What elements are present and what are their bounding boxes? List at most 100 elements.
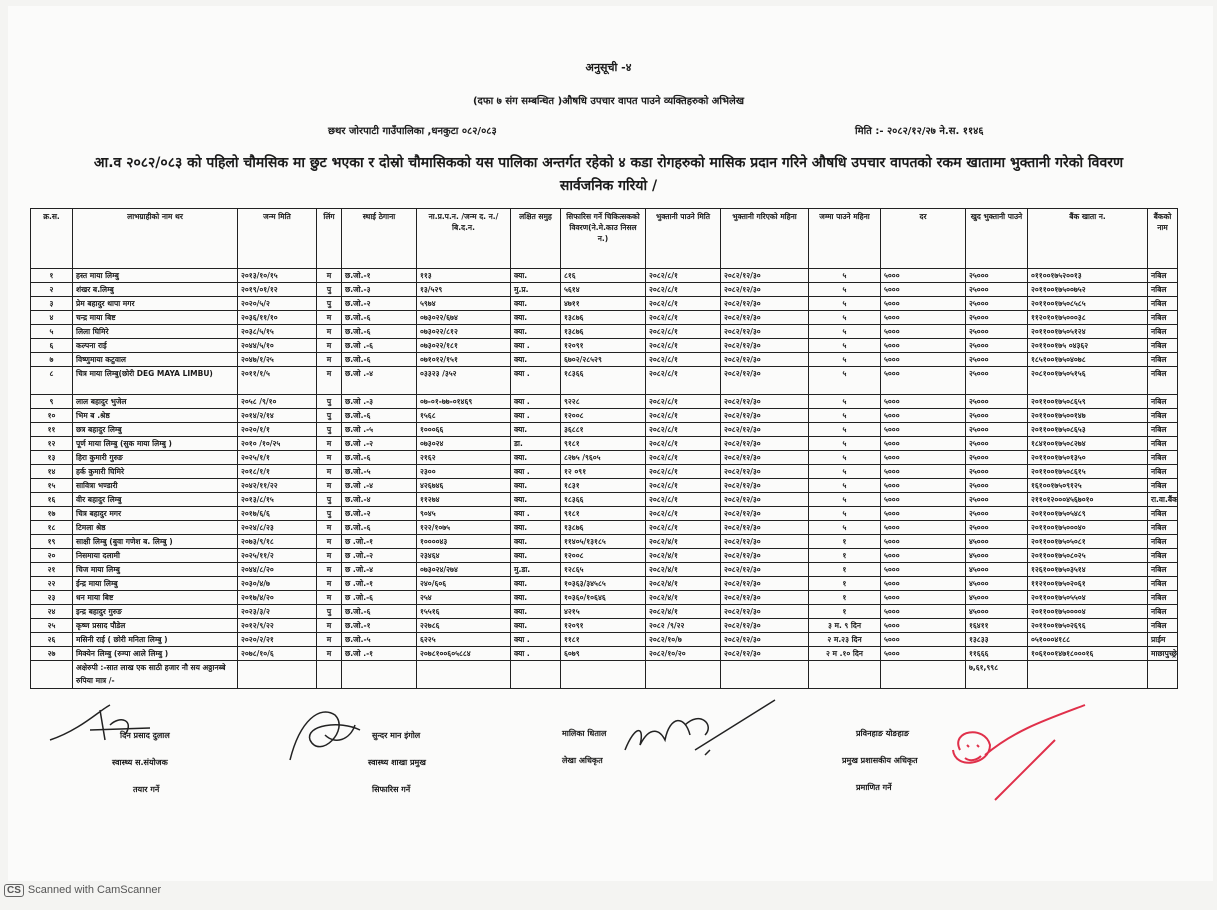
cell-name: टिमला श्रेष्ठ: [72, 520, 238, 535]
cell-net-payment: २५०००: [965, 282, 1028, 297]
cell-bank-name: नबिल: [1147, 422, 1178, 437]
cell-rate: ५०००: [880, 590, 966, 605]
empty-cell: [30, 660, 73, 689]
cell-address: छ .जो.-२: [341, 548, 417, 563]
cell-id-number: १०००६६: [416, 422, 511, 437]
cell-bank-name: माछापुच्छ्रे: [1147, 646, 1178, 661]
cell-name: हिरा कुमारी गुरुङ: [72, 450, 238, 465]
cell-name: कृष्ण प्रसाद पौडेल: [72, 618, 238, 633]
cell-id-number: १२२/१०७५: [416, 520, 511, 535]
cell-target-group: क्या .: [510, 506, 561, 521]
cell-recommending-doctor: ६७०२/२८५२९: [560, 352, 646, 367]
cell-bank-name: नबिल: [1147, 324, 1178, 339]
cell-total-months: २ म.२३ दिन: [808, 632, 881, 647]
table-row: २० निसमाया दलामी २०२५/११/२ म छ .जो.-२ २३४६४ क्…: [30, 548, 1178, 563]
cell-rate: ५०००: [880, 282, 966, 297]
cell-address: छ.जो.-४: [341, 492, 417, 507]
cell-bank-account: २०११००१७५०८०२५: [1027, 548, 1148, 563]
cell-recommending-doctor: १०३६३/३४५८५: [560, 576, 646, 591]
cell-name: मिक्येन लिम्बु (रुम्पा आले लिम्बु ): [72, 646, 238, 661]
cell-payment-date: २०८२/८/१: [645, 268, 721, 283]
cell-gender: पु: [316, 492, 342, 507]
cell-id-number: २२७८६: [416, 618, 511, 633]
cell-recommending-doctor: ९१८१: [560, 506, 646, 521]
cell-bank-account: २०११००१७५००००४: [1027, 604, 1148, 619]
cell-rate: ५०००: [880, 436, 966, 451]
cell-bank-name: नबिल: [1147, 520, 1178, 535]
cell-target-group: क्या .: [510, 408, 561, 423]
cell-net-payment: ४५०००: [965, 562, 1028, 577]
cell-bank-name: प्राईम: [1147, 632, 1178, 647]
total-row: अक्षेरुपी :-सात लाख एक साठी हजार नौ सय अ…: [30, 660, 1178, 689]
beneficiary-table: क्र.स. लाभग्राहीको नाम थर जन्म मिति लिंग स्थ…: [30, 208, 1178, 689]
cell-bank-name: नबिल: [1147, 450, 1178, 465]
cell-paid-month: २०८२/१२/३०: [720, 408, 809, 423]
cell-gender: पु: [316, 506, 342, 521]
cell-dob: २०३६/११/१०: [237, 310, 317, 325]
cell-name: छत्र बहादुर लिम्बु: [72, 422, 238, 437]
cell-sn: १७: [30, 506, 73, 521]
cell-recommending-doctor: १८३६६: [560, 492, 646, 507]
table-row: ३ प्रेम बहादुर थापा मगर २०२०/५/२ पु छ.जो.-२ ५…: [30, 296, 1178, 311]
cell-sn: ५: [30, 324, 73, 339]
cell-target-group: क्या.: [510, 450, 561, 465]
cell-paid-month: २०८२/१२/३०: [720, 422, 809, 437]
cell-dob: २०११/१/५: [237, 366, 317, 395]
cell-name: भिम ब .श्रेष्ठ: [72, 408, 238, 423]
cell-gender: म: [316, 324, 342, 339]
cell-net-payment: २५०००: [965, 296, 1028, 311]
empty-cell: [880, 660, 966, 689]
cell-address: छ.जो.-२: [341, 296, 417, 311]
cell-name: विष्णुमाया कटुवाल: [72, 352, 238, 367]
cell-target-group: क्या .: [510, 338, 561, 353]
cell-payment-date: २०८२/८/१: [645, 324, 721, 339]
cell-total-months: ५: [808, 464, 881, 479]
cell-bank-account: २०११००१७५०५०८१: [1027, 534, 1148, 549]
cell-bank-account: ११२०१०१७५०००३८: [1027, 310, 1148, 325]
cell-bank-name: नबिल: [1147, 562, 1178, 577]
cell-recommending-doctor: १२००८: [560, 408, 646, 423]
cell-net-payment: २५०००: [965, 352, 1028, 367]
cell-dob: २०५८ /९/१०: [237, 394, 317, 409]
cell-net-payment: १६४११: [965, 618, 1028, 633]
cell-bank-name: नबिल: [1147, 296, 1178, 311]
cell-total-months: ५: [808, 338, 881, 353]
header-net-payment: खुद भुक्तानी पाउने: [965, 208, 1028, 269]
cell-payment-date: २०८२/८/१: [645, 408, 721, 423]
cell-net-payment: २५०००: [965, 492, 1028, 507]
cell-address: छ .जो.-१: [341, 576, 417, 591]
table-row: ८ चित्र माया लिम्बु(छोरी DEG MAYA LIMBU) २…: [30, 366, 1178, 395]
cell-net-payment: २५०००: [965, 324, 1028, 339]
cell-paid-month: २०८२/१२/३०: [720, 436, 809, 451]
table-row: १६ वीर बहादुर लिम्बु २०१३/८/१५ पु छ.जो.-४ ११२…: [30, 492, 1178, 507]
cell-rate: ५०००: [880, 324, 966, 339]
cell-net-payment: २५०००: [965, 268, 1028, 283]
cell-dob: २०७३/९/१८: [237, 534, 317, 549]
cell-sn: ६: [30, 338, 73, 353]
cell-target-group: क्या.: [510, 352, 561, 367]
cell-payment-date: २०८२/८/१: [645, 464, 721, 479]
cell-id-number: ०७३०२४: [416, 436, 511, 451]
cell-dob: २०२५/११/२: [237, 548, 317, 563]
cell-recommending-doctor: १३८७६: [560, 310, 646, 325]
header-name: लाभग्राहीको नाम थर: [72, 208, 238, 269]
cell-total-months: १: [808, 548, 881, 563]
cell-name: साक्षी लिम्बु (बुवा गणेश ब. लिम्बु ): [72, 534, 238, 549]
signatory-2-action: सिफारिस गर्ने: [372, 785, 411, 794]
cell-payment-date: २०८२/८/१: [645, 506, 721, 521]
cell-total-months: ५: [808, 492, 881, 507]
cell-paid-month: २०८२/१२/३०: [720, 562, 809, 577]
cell-net-payment: ४५०००: [965, 590, 1028, 605]
cell-gender: म: [316, 436, 342, 451]
cell-dob: २०१० /१०/२५: [237, 436, 317, 451]
total-amount: ७,६१,९९८: [965, 660, 1028, 689]
cell-address: छ.जो.-६: [341, 520, 417, 535]
cell-target-group: क्या.: [510, 520, 561, 535]
cell-id-number: २५४: [416, 590, 511, 605]
cell-payment-date: २०८२/८/१: [645, 394, 721, 409]
cell-dob: २०२०/१/१: [237, 422, 317, 437]
cell-rate: ५०००: [880, 464, 966, 479]
cell-dob: २०४२/११/२२: [237, 478, 317, 493]
cell-total-months: ५: [808, 422, 881, 437]
cell-payment-date: २०८२/८/१: [645, 422, 721, 437]
